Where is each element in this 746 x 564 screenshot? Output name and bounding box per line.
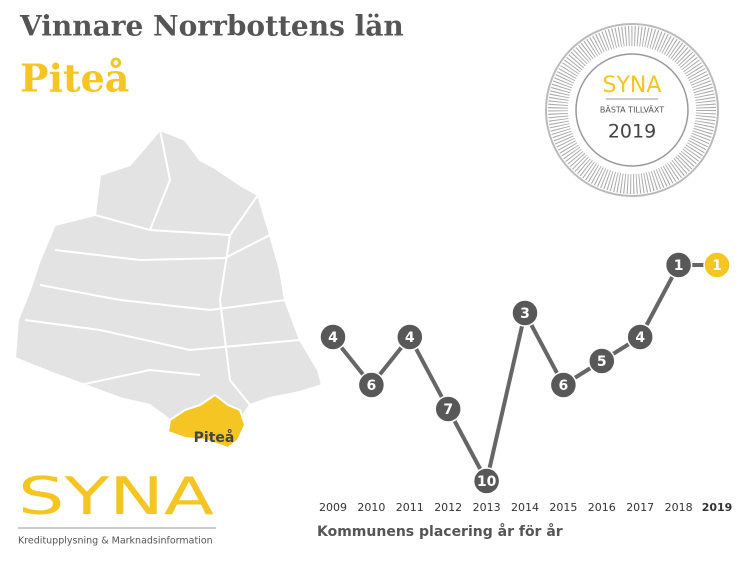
badge-ring (548, 26, 716, 194)
x-tick-label: 2016 (588, 501, 616, 514)
map-label: Piteå (194, 429, 235, 446)
logo-tagline: Kreditupplysning & Marknadsinformation (18, 536, 213, 547)
x-tick-label: 2018 (665, 501, 693, 514)
rank-label: 4 (328, 330, 338, 346)
x-tick-label: 2014 (511, 501, 539, 514)
map: Piteå (14, 129, 323, 449)
rank-label: 6 (559, 378, 569, 394)
municipal-borders (24, 129, 301, 406)
badge-brand: SYNA (603, 73, 662, 98)
x-axis-label: Kommunens placering år för år (317, 523, 563, 540)
x-tick-label: 2013 (473, 501, 501, 514)
subtitle: Piteå (20, 56, 129, 101)
rank-marker (319, 323, 347, 351)
rank-marker (472, 467, 501, 495)
badge-label: BÄSTA TILLVÄXT (600, 105, 664, 115)
x-tick-label: 2015 (549, 501, 577, 514)
rank-label: 10 (477, 474, 497, 490)
x-tick-label: 2019 (702, 501, 733, 514)
x-tick-label: 2010 (357, 501, 385, 514)
x-tick-label: 2011 (396, 501, 424, 514)
pitea-region (167, 394, 246, 449)
rank-marker (511, 299, 539, 327)
logo-brand: SYNA (18, 467, 215, 527)
x-tick-label: 2012 (434, 501, 462, 514)
rank-label: 7 (443, 402, 453, 418)
rank-marker (664, 251, 693, 279)
rank-label: 3 (520, 306, 530, 322)
rank-label: 5 (597, 354, 607, 370)
title: Vinnare Norrbottens län (19, 10, 404, 43)
rank-label: 1 (674, 258, 684, 274)
rank-marker (549, 371, 578, 399)
x-tick-label: 2017 (626, 501, 654, 514)
rank-marker (626, 323, 654, 351)
badge-year: 2019 (608, 121, 656, 143)
rank-label: 1 (712, 258, 722, 274)
ranking-line (331, 263, 717, 483)
rank-marker (703, 251, 731, 279)
rank-label: 4 (635, 330, 645, 346)
badge: SYNA BÄSTA TILLVÄXT 2019 (545, 23, 719, 197)
rank-marker (396, 323, 424, 351)
rank-marker (434, 395, 462, 423)
rank-marker (588, 347, 616, 375)
rank-marker (357, 371, 386, 399)
rank-label: 4 (405, 330, 415, 346)
line-chart: 4 2009 6 2010 4 2011 7 2012 10 2013 3 2014 6 2015 5 201… (319, 251, 733, 514)
x-tick-label: 2009 (319, 501, 347, 514)
badge-inner (575, 53, 689, 167)
rank-label: 6 (367, 378, 377, 394)
